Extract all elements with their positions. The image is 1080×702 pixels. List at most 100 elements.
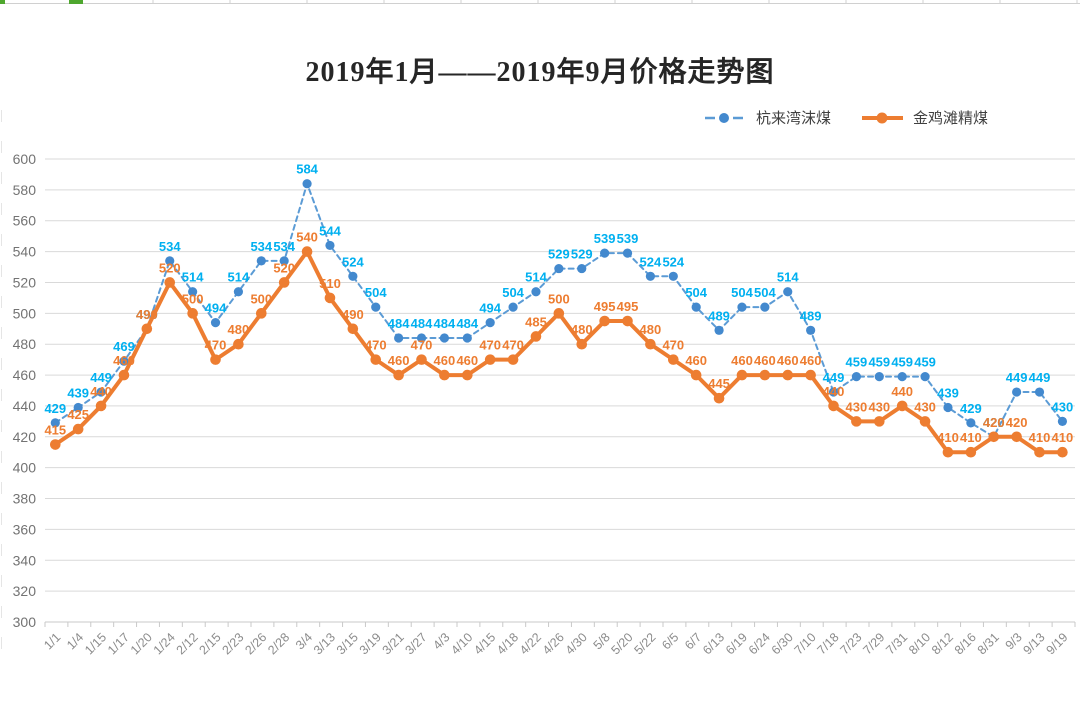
- x-axis-tick-label: 2/15: [197, 630, 224, 657]
- data-point-marker[interactable]: [119, 356, 129, 366]
- data-point-marker[interactable]: [50, 418, 60, 428]
- x-axis-tick-label: 3/15: [334, 630, 361, 657]
- data-point-marker[interactable]: [416, 354, 427, 365]
- data-point-marker[interactable]: [507, 354, 519, 365]
- data-point-marker[interactable]: [668, 271, 678, 281]
- data-point-marker[interactable]: [554, 263, 564, 274]
- data-point-marker[interactable]: [874, 372, 884, 382]
- data-point-marker[interactable]: [439, 333, 450, 343]
- data-point-marker[interactable]: [920, 372, 930, 382]
- y-axis-tick-label: 480: [13, 336, 37, 352]
- data-point-marker[interactable]: [531, 287, 541, 297]
- data-point-marker[interactable]: [72, 423, 84, 435]
- data-point-marker[interactable]: [896, 400, 908, 412]
- data-point-marker[interactable]: [50, 439, 61, 450]
- legend-item-hanglaiwan[interactable]: 杭来湾沫煤: [704, 107, 831, 128]
- data-point-marker[interactable]: [645, 271, 656, 281]
- data-point-marker[interactable]: [577, 263, 587, 274]
- data-point-marker[interactable]: [919, 416, 931, 427]
- data-point-marker[interactable]: [95, 400, 107, 412]
- y-axis-tick-label: 420: [13, 429, 37, 445]
- data-point-marker[interactable]: [462, 369, 473, 381]
- data-point-marker[interactable]: [301, 246, 313, 257]
- data-point-marker[interactable]: [530, 331, 542, 342]
- data-point-marker[interactable]: [164, 277, 176, 288]
- data-point-marker[interactable]: [394, 333, 404, 343]
- data-point-marker[interactable]: [233, 287, 244, 297]
- data-point-marker[interactable]: [439, 369, 450, 381]
- data-point-marker[interactable]: [348, 271, 358, 281]
- data-point-marker[interactable]: [462, 333, 472, 343]
- data-point-marker[interactable]: [1012, 387, 1022, 397]
- data-point-marker[interactable]: [600, 248, 610, 258]
- data-label: 430: [914, 399, 936, 414]
- data-point-marker[interactable]: [713, 392, 725, 404]
- data-point-marker[interactable]: [325, 240, 335, 251]
- data-point-marker[interactable]: [828, 400, 839, 412]
- data-point-marker[interactable]: [668, 354, 679, 365]
- data-point-marker[interactable]: [714, 325, 724, 335]
- data-point-marker[interactable]: [942, 446, 954, 458]
- data-point-marker[interactable]: [393, 369, 404, 381]
- y-axis-tick-label: 540: [13, 244, 37, 260]
- data-point-marker[interactable]: [73, 402, 83, 413]
- data-point-marker[interactable]: [553, 308, 565, 319]
- data-point-marker[interactable]: [782, 369, 794, 381]
- data-point-marker[interactable]: [988, 431, 1000, 443]
- data-point-marker[interactable]: [622, 248, 633, 258]
- data-label: 534: [159, 239, 181, 254]
- data-point-marker[interactable]: [302, 179, 312, 189]
- data-point-marker[interactable]: [1011, 431, 1022, 443]
- data-point-marker[interactable]: [943, 402, 953, 413]
- data-point-marker[interactable]: [759, 369, 771, 381]
- data-label: 410: [1029, 430, 1051, 445]
- data-point-marker[interactable]: [484, 354, 496, 365]
- data-point-marker[interactable]: [416, 333, 427, 343]
- legend-item-jinjitan[interactable]: 金鸡滩精煤: [861, 107, 988, 128]
- data-point-marker[interactable]: [141, 323, 153, 335]
- data-point-marker[interactable]: [1057, 446, 1068, 458]
- data-point-marker[interactable]: [737, 302, 747, 312]
- data-point-marker[interactable]: [576, 338, 588, 350]
- data-point-marker[interactable]: [1034, 387, 1045, 397]
- data-point-marker[interactable]: [851, 372, 862, 382]
- data-point-marker[interactable]: [278, 277, 290, 288]
- data-point-marker[interactable]: [760, 302, 770, 312]
- data-point-marker[interactable]: [508, 302, 518, 312]
- data-label: 459: [868, 355, 890, 370]
- data-point-marker[interactable]: [165, 256, 175, 266]
- data-point-marker[interactable]: [371, 302, 381, 312]
- data-point-marker[interactable]: [485, 317, 495, 328]
- data-point-marker[interactable]: [874, 416, 885, 427]
- data-point-marker[interactable]: [324, 292, 336, 304]
- data-point-marker[interactable]: [233, 338, 244, 350]
- data-point-marker[interactable]: [255, 308, 267, 319]
- data-point-marker[interactable]: [96, 387, 106, 397]
- data-point-marker[interactable]: [1057, 416, 1068, 426]
- data-point-marker[interactable]: [851, 416, 862, 427]
- data-point-marker[interactable]: [645, 338, 656, 350]
- data-point-marker[interactable]: [805, 369, 816, 381]
- data-point-marker[interactable]: [736, 369, 748, 381]
- data-point-marker[interactable]: [690, 369, 702, 381]
- data-point-marker[interactable]: [828, 387, 839, 397]
- data-point-marker[interactable]: [347, 323, 359, 335]
- data-point-marker[interactable]: [897, 372, 907, 382]
- data-point-marker[interactable]: [370, 354, 382, 365]
- x-axis-tick-label: 5/20: [609, 630, 636, 657]
- data-point-marker[interactable]: [806, 325, 816, 335]
- data-point-marker[interactable]: [256, 256, 266, 266]
- data-point-marker[interactable]: [187, 308, 198, 319]
- data-point-marker[interactable]: [622, 315, 633, 327]
- data-point-marker[interactable]: [118, 369, 130, 381]
- data-point-marker[interactable]: [210, 317, 221, 328]
- data-point-marker[interactable]: [210, 354, 221, 365]
- data-point-marker[interactable]: [1034, 446, 1045, 458]
- data-point-marker[interactable]: [966, 418, 976, 428]
- data-point-marker[interactable]: [783, 287, 793, 297]
- data-point-marker[interactable]: [188, 287, 198, 297]
- data-point-marker[interactable]: [599, 315, 610, 327]
- data-point-marker[interactable]: [279, 256, 289, 266]
- data-point-marker[interactable]: [691, 302, 701, 312]
- data-point-marker[interactable]: [965, 446, 977, 458]
